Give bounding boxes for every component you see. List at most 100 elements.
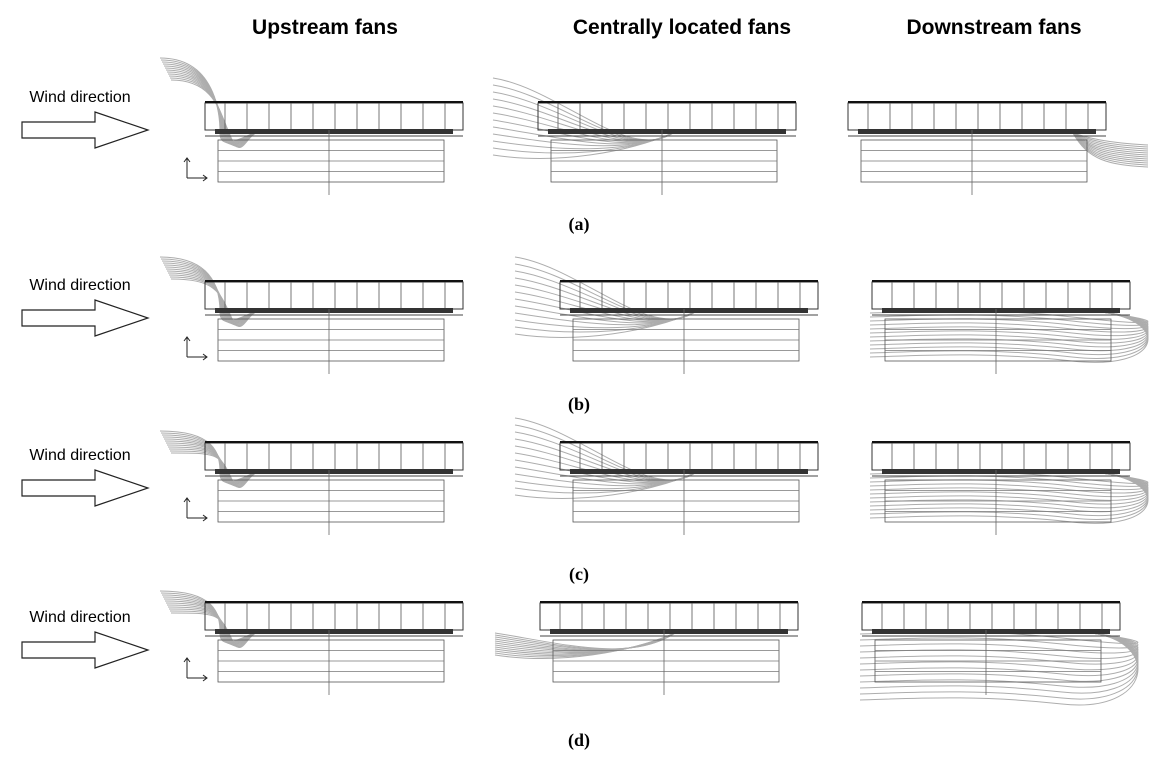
- row-caption: (c): [569, 564, 589, 585]
- cfd-panel: [514, 256, 819, 374]
- roof-frame: [204, 602, 464, 631]
- streamline: [869, 472, 1149, 505]
- axis-triad: [183, 497, 208, 522]
- streamline: [869, 472, 1149, 491]
- row-caption: (a): [569, 214, 590, 235]
- streamline: [859, 632, 1139, 688]
- axis-triad: [183, 157, 208, 182]
- wind-label: Wind direction: [29, 89, 130, 106]
- roof-frame: [204, 442, 464, 471]
- streamline: [859, 632, 1139, 700]
- streamline: [514, 311, 696, 338]
- cfd-panel: [159, 57, 464, 195]
- cfd-panel: [859, 601, 1139, 706]
- streamline: [869, 311, 1149, 337]
- column-header: Centrally located fans: [573, 16, 791, 39]
- streamline: [859, 632, 1139, 676]
- cfd-panel: [159, 256, 464, 374]
- wind-arrow: [21, 469, 150, 507]
- streamline: [160, 592, 261, 644]
- streamline: [859, 632, 1139, 659]
- streamline: [869, 472, 1149, 516]
- streamlines: [494, 632, 676, 659]
- wind-label: Wind direction: [29, 447, 130, 464]
- cfd-panel: [869, 280, 1149, 374]
- row-caption: (d): [568, 730, 590, 751]
- cfd-panel: [514, 417, 819, 535]
- streamlines: [869, 471, 1149, 524]
- streamlines: [492, 77, 674, 159]
- axis-triad: [183, 336, 208, 361]
- fan-row: [570, 469, 808, 474]
- cfd-panel: [492, 77, 797, 195]
- cfd-panel: [159, 430, 464, 535]
- streamline: [869, 472, 1149, 494]
- cfd-panel: [494, 601, 799, 695]
- cfd-panel: [869, 441, 1149, 535]
- streamline: [859, 632, 1139, 665]
- cfd-panel: [159, 590, 464, 695]
- streamline: [514, 472, 696, 499]
- fan-row: [215, 129, 453, 134]
- streamlines: [159, 256, 261, 327]
- fan-row: [882, 469, 1120, 474]
- streamlines: [159, 430, 261, 488]
- axis-triad: [183, 657, 208, 682]
- streamline: [1072, 132, 1149, 168]
- streamlines: [1072, 132, 1149, 168]
- streamline: [869, 311, 1149, 333]
- wind-label: Wind direction: [29, 277, 130, 294]
- wind-arrow: [21, 631, 150, 669]
- fan-row: [858, 129, 1096, 134]
- roof-frame: [537, 102, 797, 131]
- roof-frame: [847, 102, 1107, 131]
- roof-frame: [861, 602, 1121, 631]
- streamline: [167, 73, 261, 147]
- cfd-panel: [847, 101, 1149, 195]
- streamline: [159, 590, 261, 643]
- streamline: [494, 632, 676, 659]
- roof-frame: [204, 102, 464, 131]
- row-caption: (b): [568, 394, 590, 415]
- streamline: [162, 262, 261, 324]
- fan-row: [570, 308, 808, 313]
- fan-row: [215, 469, 453, 474]
- streamline: [159, 430, 261, 483]
- streamline: [161, 260, 261, 323]
- streamline: [859, 632, 1139, 706]
- fan-row: [550, 629, 788, 634]
- roof-frame: [871, 281, 1131, 310]
- streamline: [170, 612, 261, 648]
- streamline: [869, 311, 1149, 344]
- wind-arrow: [21, 111, 150, 149]
- streamlines: [859, 631, 1139, 706]
- streamline: [869, 472, 1149, 498]
- streamline: [170, 278, 261, 327]
- fan-row: [548, 129, 786, 134]
- roof-frame: [204, 281, 464, 310]
- streamline: [859, 632, 1139, 671]
- streamline: [869, 311, 1149, 355]
- roof-frame: [559, 281, 819, 310]
- streamlines: [514, 256, 696, 338]
- streamlines: [869, 310, 1149, 363]
- fan-row: [882, 308, 1120, 313]
- streamline: [859, 632, 1139, 682]
- streamline: [869, 472, 1149, 501]
- streamline: [859, 632, 1139, 654]
- fan-row: [215, 308, 453, 313]
- streamline: [869, 311, 1149, 330]
- fan-row: [215, 629, 453, 634]
- roof-frame: [871, 442, 1131, 471]
- streamline: [869, 311, 1149, 326]
- streamlines: [159, 590, 261, 648]
- column-header: Downstream fans: [906, 16, 1081, 39]
- streamlines: [514, 417, 696, 499]
- streamline: [160, 432, 261, 484]
- roof-frame: [559, 442, 819, 471]
- streamline: [166, 71, 261, 147]
- streamline: [869, 472, 1149, 487]
- streamline: [859, 632, 1139, 649]
- column-header: Upstream fans: [252, 16, 398, 39]
